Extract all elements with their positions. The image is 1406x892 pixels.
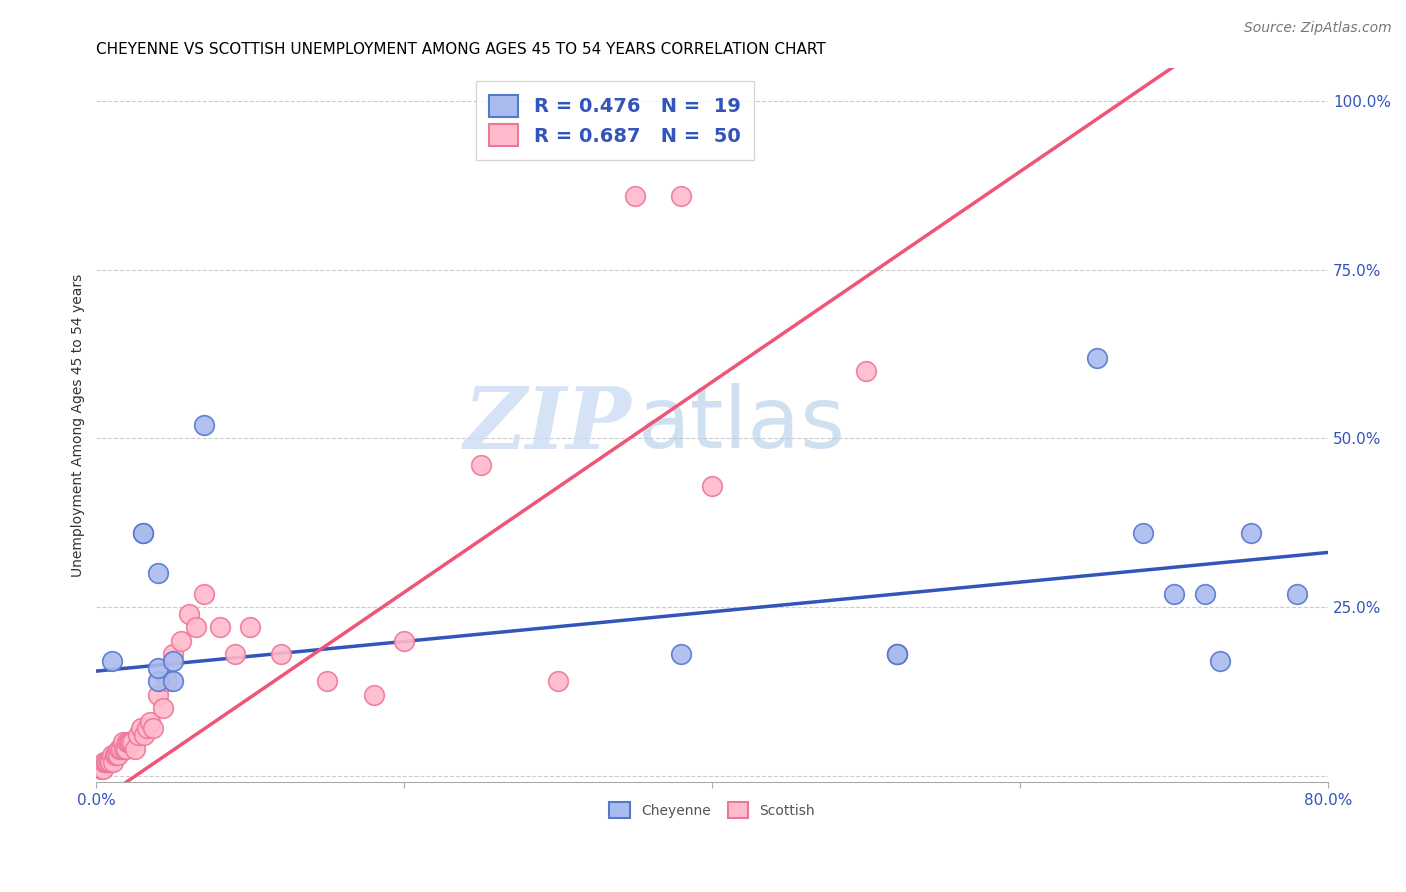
- Point: [98, 755, 121, 769]
- Point: [193, 586, 215, 600]
- Point: [186, 620, 208, 634]
- Point: [111, 735, 134, 749]
- Point: [96, 755, 118, 769]
- Text: ZIP: ZIP: [464, 384, 633, 467]
- Point: [224, 647, 246, 661]
- Point: [93, 755, 115, 769]
- Point: [316, 674, 339, 689]
- Point: [115, 735, 138, 749]
- Point: [702, 478, 724, 492]
- Point: [547, 674, 569, 689]
- Point: [1286, 586, 1309, 600]
- Point: [152, 701, 174, 715]
- Point: [120, 735, 142, 749]
- Point: [146, 566, 169, 581]
- Point: [170, 633, 193, 648]
- Point: [162, 674, 184, 689]
- Point: [177, 607, 200, 621]
- Point: [103, 755, 125, 769]
- Point: [90, 762, 112, 776]
- Point: [107, 748, 129, 763]
- Point: [110, 741, 132, 756]
- Point: [156, 674, 179, 689]
- Point: [124, 741, 146, 756]
- Point: [142, 722, 165, 736]
- Point: [112, 741, 135, 756]
- Point: [1240, 525, 1263, 540]
- Point: [129, 722, 152, 736]
- Text: Source: ZipAtlas.com: Source: ZipAtlas.com: [1244, 21, 1392, 35]
- Point: [1163, 586, 1185, 600]
- Point: [100, 654, 122, 668]
- Point: [132, 728, 155, 742]
- Text: atlas: atlas: [638, 384, 846, 467]
- Point: [363, 688, 385, 702]
- Point: [886, 647, 908, 661]
- Point: [270, 647, 292, 661]
- Point: [671, 647, 693, 661]
- Point: [394, 633, 416, 648]
- Point: [239, 620, 262, 634]
- Y-axis label: Unemployment Among Ages 45 to 54 years: Unemployment Among Ages 45 to 54 years: [72, 273, 86, 576]
- Point: [94, 755, 117, 769]
- Point: [624, 188, 647, 202]
- Point: [108, 741, 131, 756]
- Point: [127, 728, 149, 742]
- Point: [886, 647, 908, 661]
- Point: [208, 620, 231, 634]
- Point: [146, 661, 169, 675]
- Point: [886, 647, 908, 661]
- Point: [146, 674, 169, 689]
- Point: [162, 654, 184, 668]
- Point: [470, 458, 492, 473]
- Point: [104, 748, 127, 763]
- Text: CHEYENNE VS SCOTTISH UNEMPLOYMENT AMONG AGES 45 TO 54 YEARS CORRELATION CHART: CHEYENNE VS SCOTTISH UNEMPLOYMENT AMONG …: [97, 42, 827, 57]
- Point: [1194, 586, 1216, 600]
- Point: [671, 188, 693, 202]
- Point: [855, 364, 877, 378]
- Point: [97, 755, 120, 769]
- Point: [1209, 654, 1232, 668]
- Legend: Cheyenne, Scottish: Cheyenne, Scottish: [602, 796, 823, 825]
- Point: [193, 417, 215, 432]
- Point: [100, 748, 122, 763]
- Point: [131, 525, 153, 540]
- Point: [1132, 525, 1154, 540]
- Point: [146, 688, 169, 702]
- Point: [118, 735, 141, 749]
- Point: [105, 748, 128, 763]
- Point: [162, 647, 184, 661]
- Point: [136, 722, 159, 736]
- Point: [121, 735, 143, 749]
- Point: [1085, 351, 1108, 365]
- Point: [114, 741, 136, 756]
- Point: [91, 762, 114, 776]
- Point: [131, 525, 153, 540]
- Point: [139, 714, 162, 729]
